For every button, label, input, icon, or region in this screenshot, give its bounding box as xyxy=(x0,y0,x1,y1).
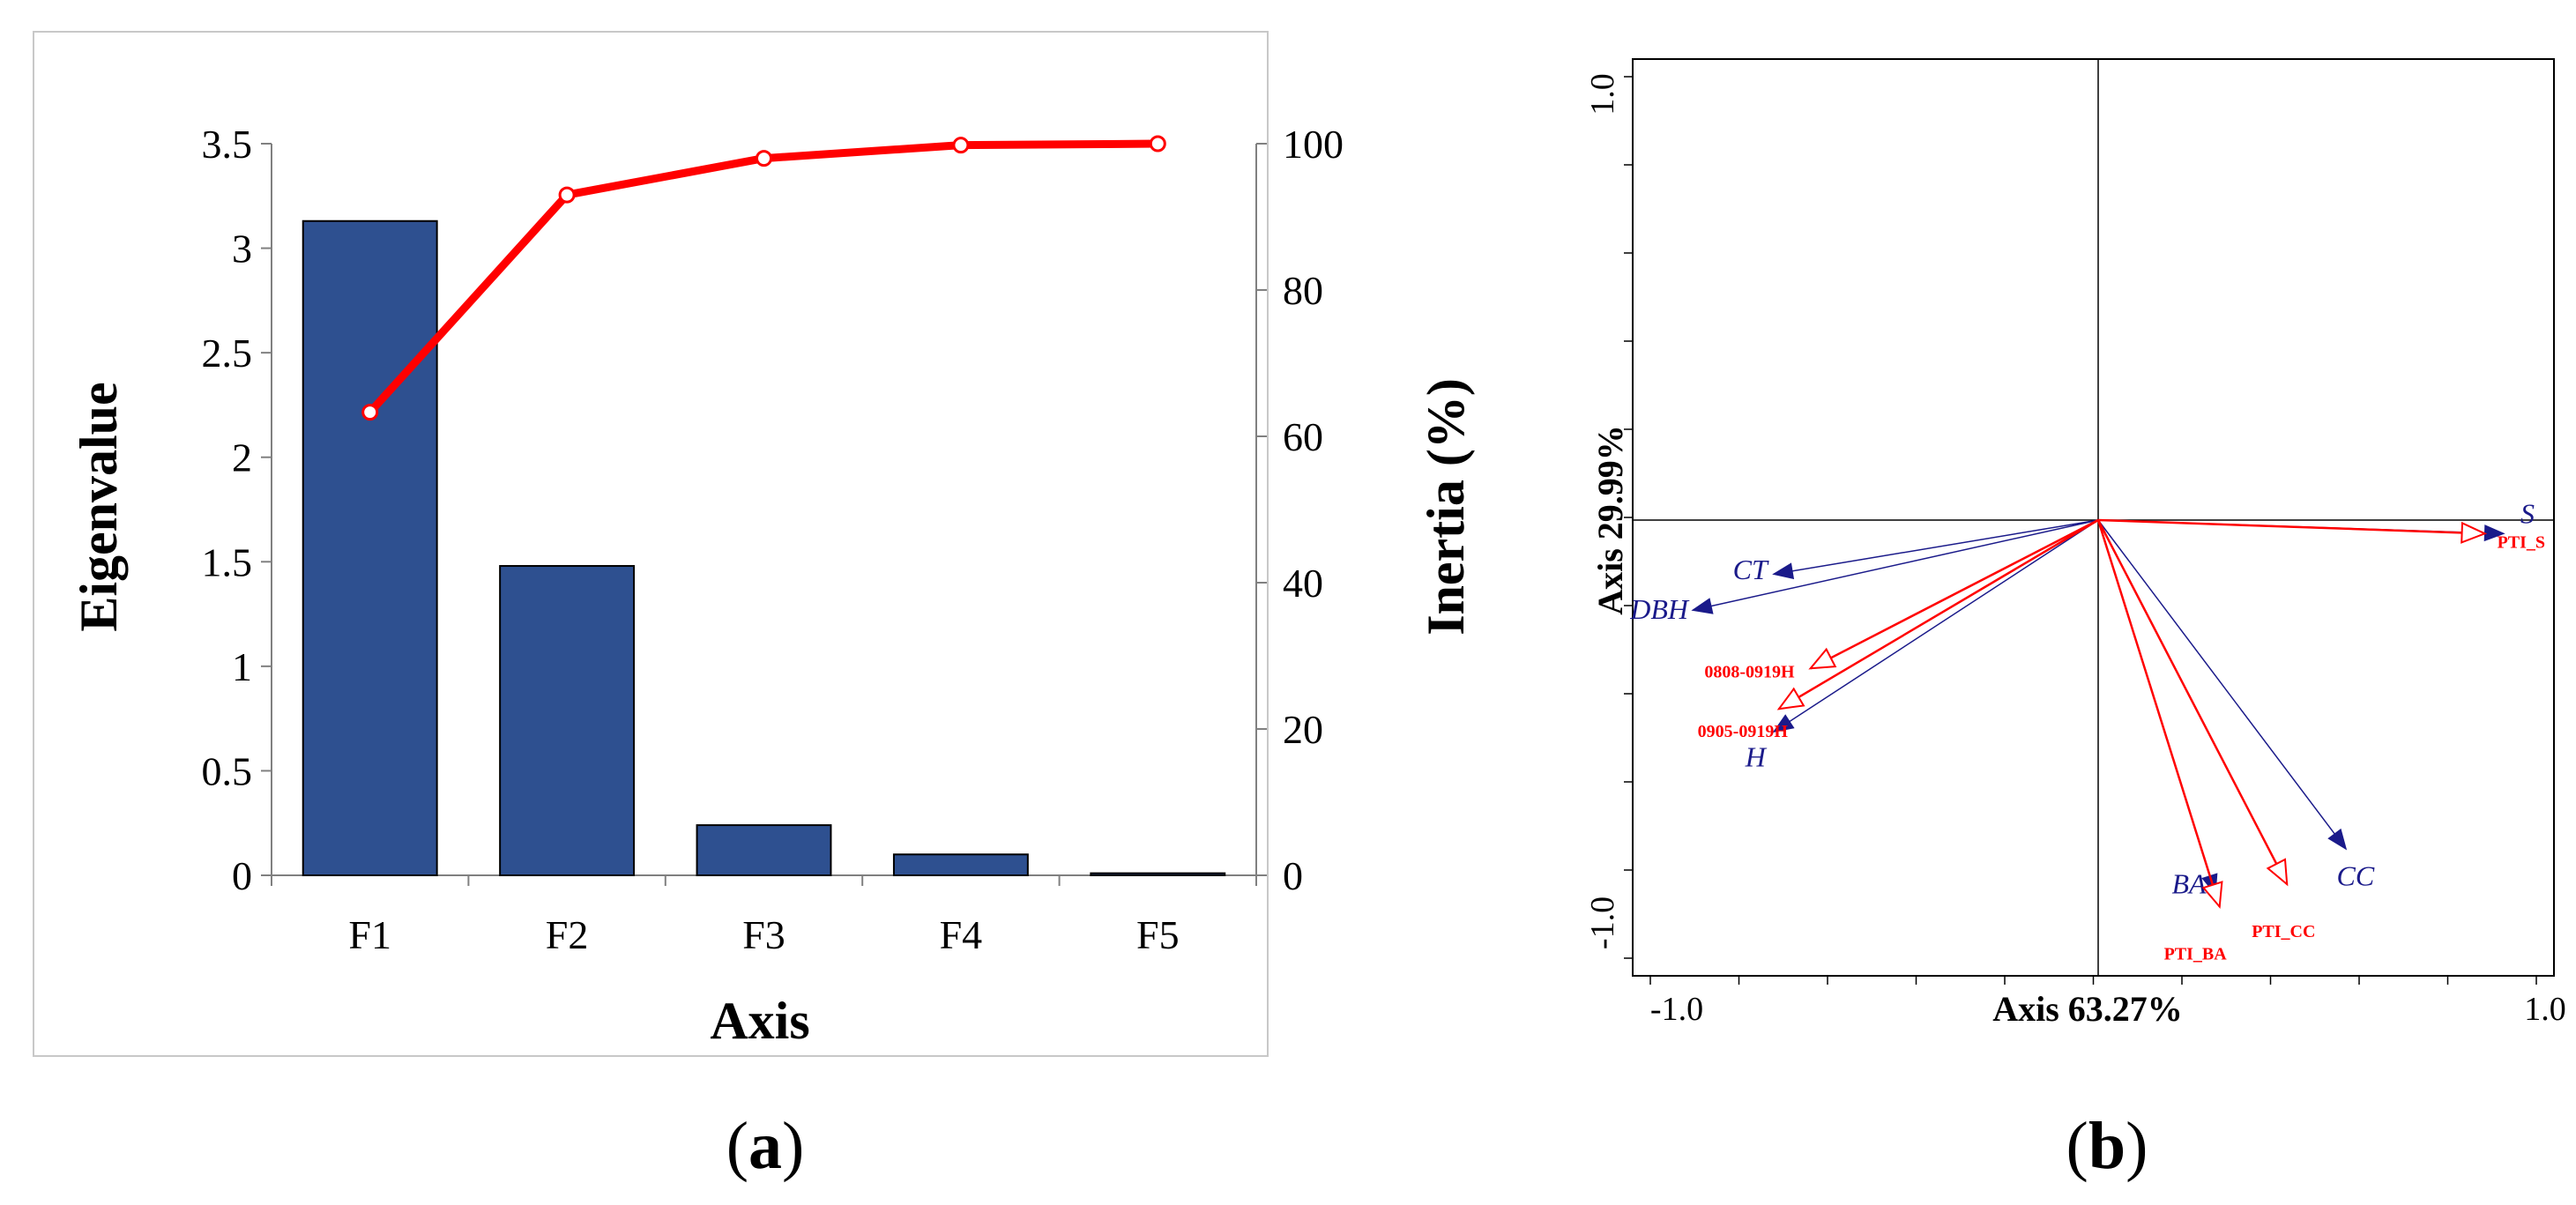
panel-b-vector-0905-0919H: 0905-0919H xyxy=(1698,518,2099,741)
panel-b-vector-arrowhead xyxy=(1772,714,1795,733)
panel-b-biplot: -1.0 1.0 -1.0 1.0 S CT DBH H BA CC PTI_S 0808-0919… xyxy=(1584,58,2566,1029)
panel-a-ytick-label: 3.5 xyxy=(202,122,253,167)
panel-b-vector-label: BA xyxy=(2172,867,2207,899)
panel-b-label-letter: b xyxy=(2088,1109,2126,1183)
panel-a-ylabel: Eigenvalue xyxy=(70,382,128,631)
panel-a-xtick-label: F1 xyxy=(348,912,391,957)
panel-a-xtick-label: F5 xyxy=(1136,912,1180,957)
panel-b-vector-0808-0919H: 0808-0919H xyxy=(1704,518,2099,681)
panel-a-xtick-label: F4 xyxy=(940,912,983,957)
panel-a-ytick-label: 3 xyxy=(232,227,252,271)
panel-a-inertia-point-F4 xyxy=(952,137,970,154)
panel-a-y2tick-label: 40 xyxy=(1283,561,1323,606)
panel-b-vector-PTI_CC: PTI_CC xyxy=(2096,519,2315,941)
panel-a-inertia-line xyxy=(361,135,1166,421)
panel-b-vectors: S CT DBH H BA CC PTI_S 0808-0919H 0905-0919H PTI_… xyxy=(1629,497,2545,963)
panel-b-label: (b) xyxy=(2066,1109,2148,1183)
panel-b-vector-line xyxy=(2097,518,2485,535)
panel-b-vector-line xyxy=(2096,519,2221,907)
panel-a-y2tick-label: 0 xyxy=(1283,853,1303,898)
panel-a-bar-F5 xyxy=(1090,872,1226,877)
panel-a-y2label: Inertia (%) xyxy=(1417,378,1475,636)
panel-b-vector-line xyxy=(2096,519,2289,885)
panel-b-vector-line xyxy=(1810,518,2099,670)
panel-a-label-close: ) xyxy=(782,1109,804,1183)
panel-a-label-letter: a xyxy=(748,1109,782,1183)
panel-a-xtick-label: F2 xyxy=(546,912,589,957)
panel-a-bar-F3 xyxy=(696,824,832,876)
panel-b-vector-line xyxy=(1774,519,2099,575)
panel-a-ytick-label: 2 xyxy=(232,435,252,480)
panel-b-vector-label: S xyxy=(2520,497,2535,529)
panel-b-vector-label: PTI_CC xyxy=(2252,922,2315,941)
panel-a-bar-F1 xyxy=(302,219,438,876)
panel-b-vector-label: H xyxy=(1745,741,1768,773)
panel-b-vector-label: PTI_BA xyxy=(2164,945,2228,964)
panel-b-vector-CC: CC xyxy=(2097,519,2375,891)
panel-a-inertia-point-F2 xyxy=(558,186,576,204)
panel-b-vector-label: 0808-0919H xyxy=(1704,662,1795,681)
panel-a-y2tick-label: 20 xyxy=(1283,707,1323,752)
panel-b-vector-arrowhead xyxy=(2201,881,2223,910)
panel-a-y2tick-label: 80 xyxy=(1283,268,1323,313)
panel-b-vector-label: CC xyxy=(2337,859,2375,891)
panel-b-vector-arrowhead xyxy=(1808,647,1837,670)
panel-b-vector-arrowhead xyxy=(1772,562,1795,580)
panel-a-tick-labels: 0 0.5 1 1.5 2 2.5 3 3.5 0 20 40 60 80 100 F1 F2 F3 F4 F5 xyxy=(202,122,1344,957)
panel-b-plot-frame xyxy=(1632,58,2555,977)
panel-a-bar-F4 xyxy=(892,853,1029,876)
panel-b-vector-label: PTI_S xyxy=(2498,532,2545,552)
panel-a-ytick-label: 1 xyxy=(232,644,252,689)
panel-b-xtick-label-min: -1.0 xyxy=(1650,991,1703,1028)
panel-b-vector-arrowhead xyxy=(1776,687,1805,710)
panel-b-ytick-label-min: -1.0 xyxy=(1584,896,1621,949)
panel-b-label-open: ( xyxy=(2066,1109,2088,1183)
panel-a-xtick-label: F3 xyxy=(742,912,785,957)
panel-a-ytick-label: 1.5 xyxy=(202,539,253,584)
panel-a-inertia-point-F3 xyxy=(756,150,772,167)
panel-a-y2tick-label: 60 xyxy=(1283,414,1323,459)
panel-a-inertia-point-F1 xyxy=(361,404,379,421)
panel-b-vector-line xyxy=(1778,518,2099,710)
panel-a-ytick-label: 0 xyxy=(232,853,252,898)
panel-b-axes: -1.0 1.0 -1.0 1.0 xyxy=(1584,59,2566,1028)
panel-b-xtick-label-max: 1.0 xyxy=(2524,991,2566,1028)
panel-b-vector-arrowhead xyxy=(1691,598,1714,614)
panel-b-ytick-label-max: 1.0 xyxy=(1584,73,1621,115)
panel-b-xlabel: Axis 63.27% xyxy=(1992,989,2183,1029)
panel-a-label: (a) xyxy=(726,1109,805,1183)
panel-a-inertia-point-F5 xyxy=(1149,135,1166,152)
panel-b-vector-arrowhead xyxy=(2461,521,2488,544)
panel-a-y2tick-label: 100 xyxy=(1283,122,1344,167)
panel-a-ytick-label: 2.5 xyxy=(202,331,253,376)
panel-b-vector-line xyxy=(1693,519,2099,611)
panel-b-vector-line xyxy=(1774,519,2099,733)
panel-b-vector-line xyxy=(2097,519,2347,849)
panel-b-vector-DBH: DBH xyxy=(1629,519,2099,625)
panel-a-bar-F2 xyxy=(499,565,636,876)
panel-a-label-open: ( xyxy=(726,1109,748,1183)
panel-b-vector-PTI_S: PTI_S xyxy=(2097,518,2545,552)
panel-b-vector-PTI_BA: PTI_BA xyxy=(2096,519,2228,964)
panel-b-vector-label: CT xyxy=(1733,554,1769,585)
panel-b-vector-arrowhead xyxy=(2266,858,2289,887)
panel-a-bars xyxy=(302,219,1226,877)
panel-b-label-close: ) xyxy=(2126,1109,2148,1183)
panel-b-ylabel: Axis 29.99% xyxy=(1590,425,1630,615)
panel-b-vector-label: DBH xyxy=(1629,593,1690,625)
panel-a-ytick-label: 0.5 xyxy=(202,748,253,793)
panel-a-chart: 0 0.5 1 1.5 2 2.5 3 3.5 0 20 40 60 80 100 F1 F2 F3 F4 F5 A… xyxy=(33,31,1475,1057)
panel-b-vector-arrowhead xyxy=(2327,828,2348,851)
panel-b-vector-CT: CT xyxy=(1733,519,2099,585)
panel-b-vector-label: 0905-0919H xyxy=(1698,722,1789,741)
panel-b-vector-H: H xyxy=(1745,519,2099,773)
panel-a-frame xyxy=(33,31,1269,1057)
panel-a-xlabel: Axis xyxy=(710,992,809,1050)
